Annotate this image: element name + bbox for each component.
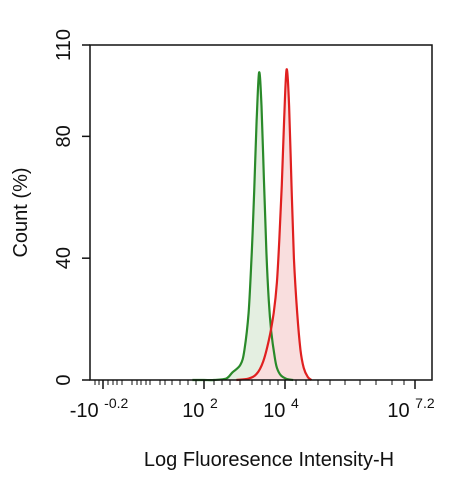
y-tick-label: 0	[53, 374, 75, 385]
x-tick-label: -10 -0.2	[70, 395, 129, 422]
series-lines	[192, 68, 313, 382]
series-2-line	[236, 68, 313, 382]
x-axis-ticks: -10 -0.2 10 2 10 4 10 7.2	[70, 380, 435, 422]
x-tick-label: 10 7.2	[387, 395, 434, 422]
series-2-area	[236, 69, 312, 380]
y-tick-label: 110	[53, 29, 75, 61]
y-tick-label: 40	[53, 247, 75, 269]
y-axis-ticks: 0 40 80 110	[53, 29, 90, 386]
series-1-line	[192, 71, 294, 382]
x-axis-title: Log Fluoresence Intensity-H	[144, 449, 394, 471]
y-tick-label: 80	[53, 125, 75, 147]
plot-frame	[89, 44, 433, 381]
y-axis-title: Count (%)	[10, 167, 32, 257]
x-tick-label: 10 2	[182, 395, 218, 422]
x-tick-label: 10 4	[263, 395, 299, 422]
